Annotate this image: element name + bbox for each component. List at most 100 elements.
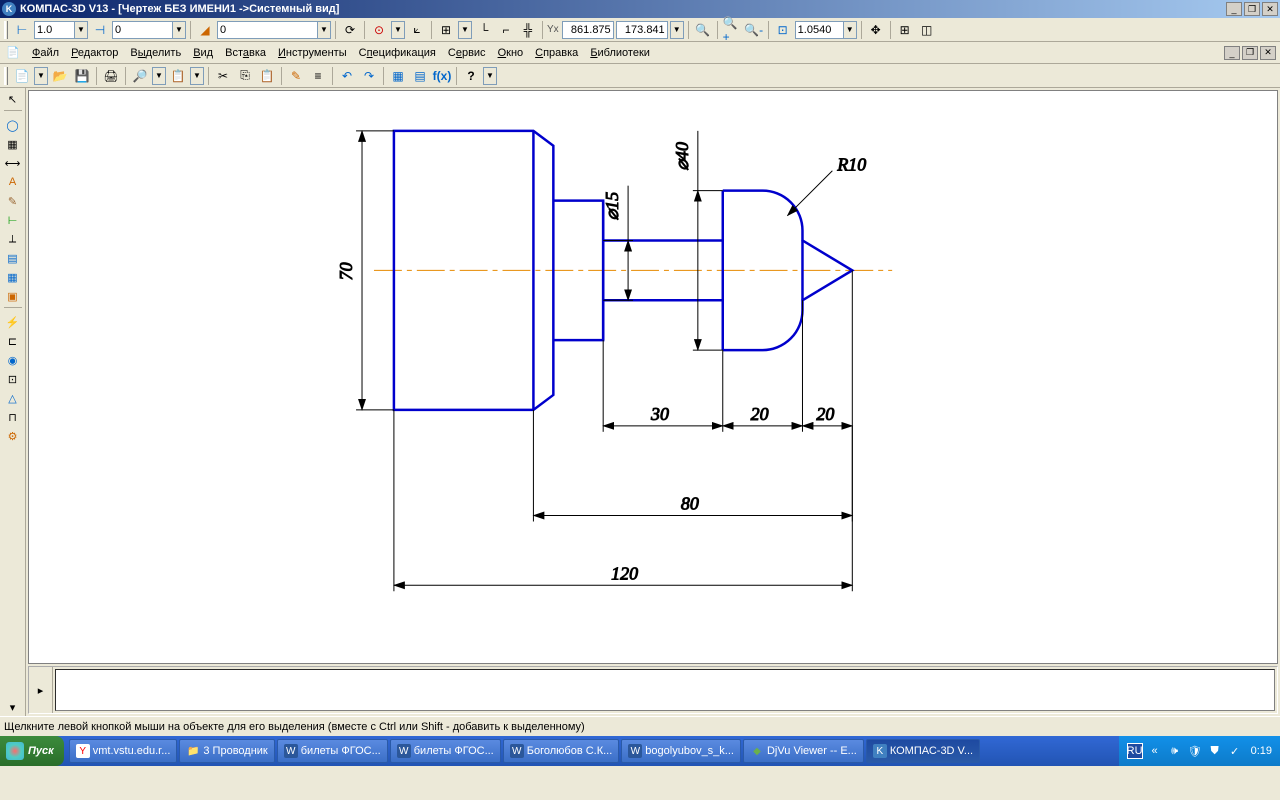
coord-y-input[interactable] (616, 21, 668, 39)
scale2-input[interactable] (112, 21, 172, 39)
brush-icon[interactable]: ✎ (286, 66, 306, 86)
variables-icon[interactable]: ▤ (410, 66, 430, 86)
spec-tool[interactable]: ▤ (3, 249, 23, 267)
maximize-button[interactable]: ❐ (1244, 2, 1260, 16)
start-button[interactable]: Пуск (0, 736, 64, 766)
close-button[interactable]: ✕ (1262, 2, 1278, 16)
scale1-input[interactable] (34, 21, 74, 39)
zoom-combo[interactable]: ▼ (795, 21, 857, 39)
doc-icon[interactable]: 📋 (168, 66, 188, 86)
scale1-combo[interactable]: ▼ (34, 21, 88, 39)
insert-tool[interactable]: ▣ (3, 287, 23, 305)
dropdown-icon[interactable]: ▼ (34, 67, 48, 85)
menu-libs[interactable]: Библиотеки (584, 45, 656, 61)
dropdown-icon[interactable]: ▼ (74, 21, 88, 39)
aux-tool5[interactable]: △ (3, 389, 23, 407)
redo-icon[interactable]: ↷ (359, 66, 379, 86)
taskbar-item[interactable]: KКОМПАС-3D V... (866, 739, 980, 763)
zoom-icon[interactable]: 🔍 (693, 20, 713, 40)
angle-icon[interactable]: ⟀ (407, 20, 427, 40)
menu-window[interactable]: Окно (492, 45, 530, 61)
menu-view[interactable]: Вид (187, 45, 219, 61)
panel-toggle-button[interactable]: ▸ (29, 667, 53, 713)
mdi-minimize-button[interactable]: _ (1224, 46, 1240, 60)
grid-icon[interactable]: ⊞ (436, 20, 456, 40)
menu-select[interactable]: Выделить (124, 45, 187, 61)
aux-tool3[interactable]: ◉ (3, 351, 23, 369)
preview-icon[interactable]: 🔎 (130, 66, 150, 86)
toolbar-grip[interactable] (4, 21, 8, 39)
dropdown-icon[interactable]: ▼ (317, 21, 331, 39)
cut-icon[interactable]: ✂ (213, 66, 233, 86)
scale2-combo[interactable]: ▼ (112, 21, 186, 39)
mdi-close-button[interactable]: ✕ (1260, 46, 1276, 60)
text-tool[interactable]: A (3, 173, 23, 191)
aux-tool1[interactable]: ⚡ (3, 313, 23, 331)
expand-icon[interactable]: ▾ (3, 698, 23, 716)
menu-service[interactable]: Сервис (442, 45, 492, 61)
magnet-icon[interactable]: ⊙ (369, 20, 389, 40)
local-cs-icon[interactable]: ╬ (518, 20, 538, 40)
style2-icon[interactable]: ⊣ (90, 20, 110, 40)
app-menu-icon[interactable]: 📄 (4, 44, 22, 62)
param-tool[interactable]: ⊢ (3, 211, 23, 229)
minimize-button[interactable]: _ (1226, 2, 1242, 16)
aux-tool7[interactable]: ⚙ (3, 427, 23, 445)
aux-tool2[interactable]: ⊏ (3, 332, 23, 350)
taskbar-item[interactable]: Yvmt.vstu.edu.r... (69, 739, 178, 763)
taskbar-item[interactable]: Wбилеты ФГОС... (390, 739, 501, 763)
props-icon[interactable]: ≡ (308, 66, 328, 86)
new-icon[interactable]: 📄 (12, 66, 32, 86)
zoom-fit-icon[interactable]: ⊡ (773, 20, 793, 40)
dropdown-icon[interactable]: ▼ (152, 67, 166, 85)
dropdown-icon[interactable]: ▼ (172, 21, 186, 39)
menu-spec[interactable]: Спецификация (353, 45, 442, 61)
round-icon[interactable]: ⌐ (496, 20, 516, 40)
lang-indicator[interactable]: RU (1127, 743, 1143, 759)
panel-input[interactable] (55, 669, 1275, 711)
zoom-input[interactable] (795, 21, 843, 39)
toolbar-grip[interactable] (4, 67, 8, 85)
dropdown-icon[interactable]: ▼ (483, 67, 497, 85)
zoom-out-icon[interactable]: 🔍- (744, 20, 764, 40)
geometry-tool[interactable]: ◯ (3, 116, 23, 134)
dimension-tool[interactable]: ⟷ (3, 154, 23, 172)
copy-icon[interactable]: ⎘ (235, 66, 255, 86)
mdi-restore-button[interactable]: ❐ (1242, 46, 1258, 60)
tray-icon-2[interactable]: 🛡 (1187, 743, 1203, 759)
undo-icon[interactable]: ↶ (337, 66, 357, 86)
tray-expand-icon[interactable]: « (1147, 743, 1163, 759)
pan-icon[interactable]: ✥ (866, 20, 886, 40)
dropdown-icon[interactable]: ▼ (391, 21, 405, 39)
taskbar-item[interactable]: Wбилеты ФГОС... (277, 739, 388, 763)
aux-tool4[interactable]: ⊡ (3, 370, 23, 388)
layer-combo[interactable]: ▼ (217, 21, 331, 39)
system-tray[interactable]: RU « 🕪 🛡 ⛊ ✓ 0:19 (1119, 736, 1280, 766)
taskbar-item[interactable]: Wbogolyubov_s_k... (621, 739, 741, 763)
dropdown-icon[interactable]: ▼ (670, 21, 684, 39)
layer-icon[interactable]: ◢ (195, 20, 215, 40)
refresh-icon[interactable]: ⟳ (340, 20, 360, 40)
print-icon[interactable]: 🖨 (101, 66, 121, 86)
drawing-canvas[interactable]: 70 ⌀15 ⌀40 R10 (28, 90, 1278, 664)
taskbar-item[interactable]: ◆DjVu Viewer -- E... (743, 739, 864, 763)
windows-icon[interactable]: ◫ (917, 20, 937, 40)
select-tool[interactable]: ↖ (3, 90, 23, 108)
open-icon[interactable]: 📂 (50, 66, 70, 86)
manager-icon[interactable]: ▦ (388, 66, 408, 86)
aux-tool6[interactable]: ⊓ (3, 408, 23, 426)
dropdown-icon[interactable]: ▼ (458, 21, 472, 39)
taskbar-item[interactable]: 📁3 Проводник (179, 739, 274, 763)
layer-input[interactable] (217, 21, 317, 39)
tray-icon-1[interactable]: 🕪 (1167, 743, 1183, 759)
tray-icon-4[interactable]: ✓ (1227, 743, 1243, 759)
style-icon[interactable]: ⊢ (12, 20, 32, 40)
clock[interactable]: 0:19 (1251, 745, 1272, 757)
rebuild-icon[interactable]: ⊞ (895, 20, 915, 40)
hatch-tool[interactable]: ▦ (3, 135, 23, 153)
menu-help[interactable]: Справка (529, 45, 584, 61)
menu-file[interactable]: Файл (26, 45, 65, 61)
fx-icon[interactable]: f(x) (432, 66, 452, 86)
edit-tool[interactable]: ✎ (3, 192, 23, 210)
menu-insert[interactable]: Вставка (219, 45, 272, 61)
